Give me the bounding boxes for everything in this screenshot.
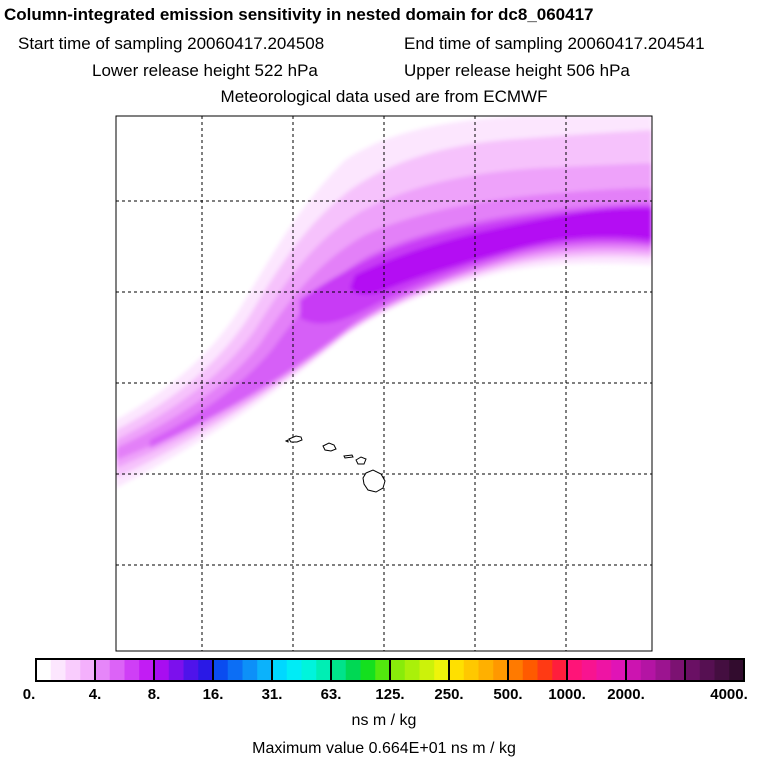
hawaiian-islands xyxy=(284,435,386,493)
colorbar-cell xyxy=(611,659,627,681)
colorbar-cell xyxy=(626,659,642,681)
colorbar-cell xyxy=(65,659,81,681)
colorbar-cell xyxy=(581,659,597,681)
colorbar-cell xyxy=(522,659,538,681)
end-time-label: End time of sampling 20060417.204541 xyxy=(404,34,705,53)
colorbar-cell xyxy=(493,659,509,681)
colorbar-tick-label: 63. xyxy=(320,686,342,703)
lower-release-height-label: Lower release height 522 hPa xyxy=(92,61,318,80)
colorbar-cell xyxy=(537,659,553,681)
colorbar-cell xyxy=(567,659,583,681)
colorbar-cell xyxy=(316,659,332,681)
kauai-island xyxy=(288,435,303,443)
colorbar-tick-label: 16. xyxy=(202,686,224,703)
oahu-island xyxy=(322,442,337,452)
start-time-label: Start time of sampling 20060417.204508 xyxy=(18,34,325,53)
maui-island xyxy=(355,456,367,465)
colorbar-tick-label: 4000. xyxy=(710,686,748,703)
colorbar-cell xyxy=(124,659,140,681)
colorbar-tick-label: 1000. xyxy=(548,686,586,703)
colorbar-cell xyxy=(729,659,745,681)
colorbar-cell xyxy=(345,659,361,681)
colorbar-cell xyxy=(154,659,170,681)
colorbar-tick-label: 500. xyxy=(493,686,523,703)
met-data-label: Meteorological data used are from ECMWF xyxy=(220,87,548,106)
colorbar-cell xyxy=(685,659,701,681)
colorbar-cell xyxy=(139,659,155,681)
colorbar-cell xyxy=(227,659,243,681)
colorbar-cell xyxy=(213,659,229,681)
colorbar-tick-label: 0. xyxy=(22,686,36,703)
colorbar-tick-label: 8. xyxy=(147,686,161,703)
colorbar-cell xyxy=(714,659,730,681)
molokai-island xyxy=(343,454,354,459)
colorbar-cell xyxy=(375,659,391,681)
colorbar-cell xyxy=(80,659,96,681)
colorbar-cell xyxy=(168,659,184,681)
colorbar-cell xyxy=(478,659,494,681)
colorbar-cell xyxy=(109,659,125,681)
colorbar-units: ns m / kg xyxy=(351,712,417,729)
colorbar-cell xyxy=(463,659,479,681)
colorbar-tick-label: 2000. xyxy=(607,686,645,703)
colorbar-tick-label: 250. xyxy=(434,686,464,703)
colorbar-cell xyxy=(360,659,376,681)
colorbar-cell xyxy=(670,659,686,681)
colorbar-cell xyxy=(242,659,258,681)
colorbar-cell xyxy=(331,659,347,681)
colorbar-cell xyxy=(655,659,671,681)
colorbar-cell xyxy=(699,659,715,681)
colorbar-tick-label: 125. xyxy=(375,686,405,703)
colorbar-cell xyxy=(552,659,568,681)
colorbar-cell xyxy=(198,659,214,681)
colorbar-cell xyxy=(50,659,66,681)
colorbar-cell xyxy=(286,659,302,681)
colorbar-cell xyxy=(640,659,656,681)
big-island xyxy=(362,469,386,493)
colorbar-cell xyxy=(596,659,612,681)
upper-release-height-label: Upper release height 506 hPa xyxy=(404,61,630,80)
map-frame xyxy=(115,115,653,652)
colorbar-cell xyxy=(36,659,52,681)
colorbar-tick-label: 4. xyxy=(88,686,102,703)
maximum-value-label: Maximum value 0.664E+01 ns m / kg xyxy=(252,740,516,757)
colorbar-cell xyxy=(257,659,273,681)
colorbar-cell xyxy=(434,659,450,681)
plot-title: Column-integrated emission sensitivity i… xyxy=(4,5,594,24)
colorbar-cell xyxy=(301,659,317,681)
colorbar-cell xyxy=(508,659,524,681)
colorbar-cell xyxy=(404,659,420,681)
colorbar-cell xyxy=(419,659,435,681)
colorbar-cell xyxy=(272,659,288,681)
plume-band-7 xyxy=(350,208,652,295)
niihau-island xyxy=(284,439,289,443)
graticule xyxy=(116,116,652,651)
colorbar-cell xyxy=(95,659,111,681)
colorbar-cell xyxy=(449,659,465,681)
colorbar-cell xyxy=(390,659,406,681)
colorbar-tick-label: 31. xyxy=(261,686,283,703)
colorbar-cell xyxy=(183,659,199,681)
